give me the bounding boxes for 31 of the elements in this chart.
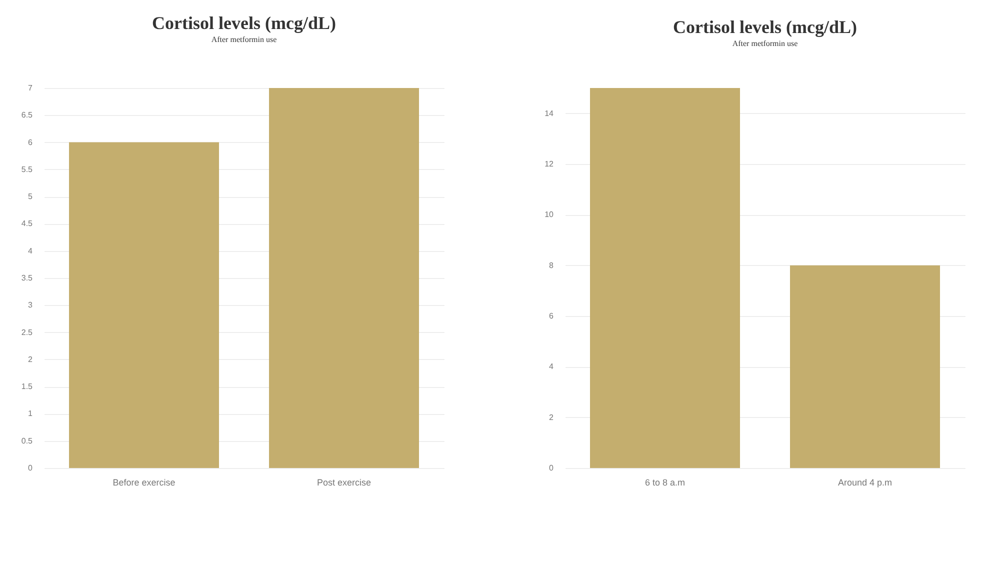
y-tick-label: 1.5 [21,382,34,392]
x-tick-label: Around 4 p.m [838,478,892,488]
x-tick-label: Post exercise [316,478,372,488]
y-tick-label: 6 [549,312,554,320]
y-tick-label: 2 [549,412,554,422]
chart-subtitle: After metformin use [732,39,798,48]
y-tick-label: 10 [544,210,554,220]
chart-subtitle: After metformin use [211,35,278,44]
y-tick-label: 7 [28,84,34,92]
y-tick-label: 5.5 [21,164,34,174]
y-tick-label: 4 [28,246,34,256]
y-tick-label: 0 [28,464,34,472]
y-tick-label: 0.5 [21,436,34,446]
x-tick-label: Before exercise [112,478,176,488]
x-tick-label: 6 to 8 a.m [644,478,686,488]
y-tick-label: 6 [28,138,34,147]
y-tick-label: 14 [544,108,554,118]
y-tick-label: 4.5 [21,219,34,228]
chart-title: Cortisol levels (mcg/dL) [152,13,336,33]
y-tick-label: 6.5 [21,110,34,120]
y-tick-label: 0 [549,464,554,472]
y-tick-label: 3 [28,300,34,310]
y-tick-label: 5 [28,192,34,202]
y-tick-label: 12 [544,160,554,168]
chart-title: Cortisol levels (mcg/dL) [673,17,857,37]
y-tick-label: 8 [549,260,554,270]
y-tick-label: 2 [28,354,34,364]
y-tick-label: 1 [28,409,34,418]
y-tick-label: 2.5 [21,328,34,337]
y-tick-label: 4 [549,362,554,372]
y-tick-label: 3.5 [21,274,34,282]
